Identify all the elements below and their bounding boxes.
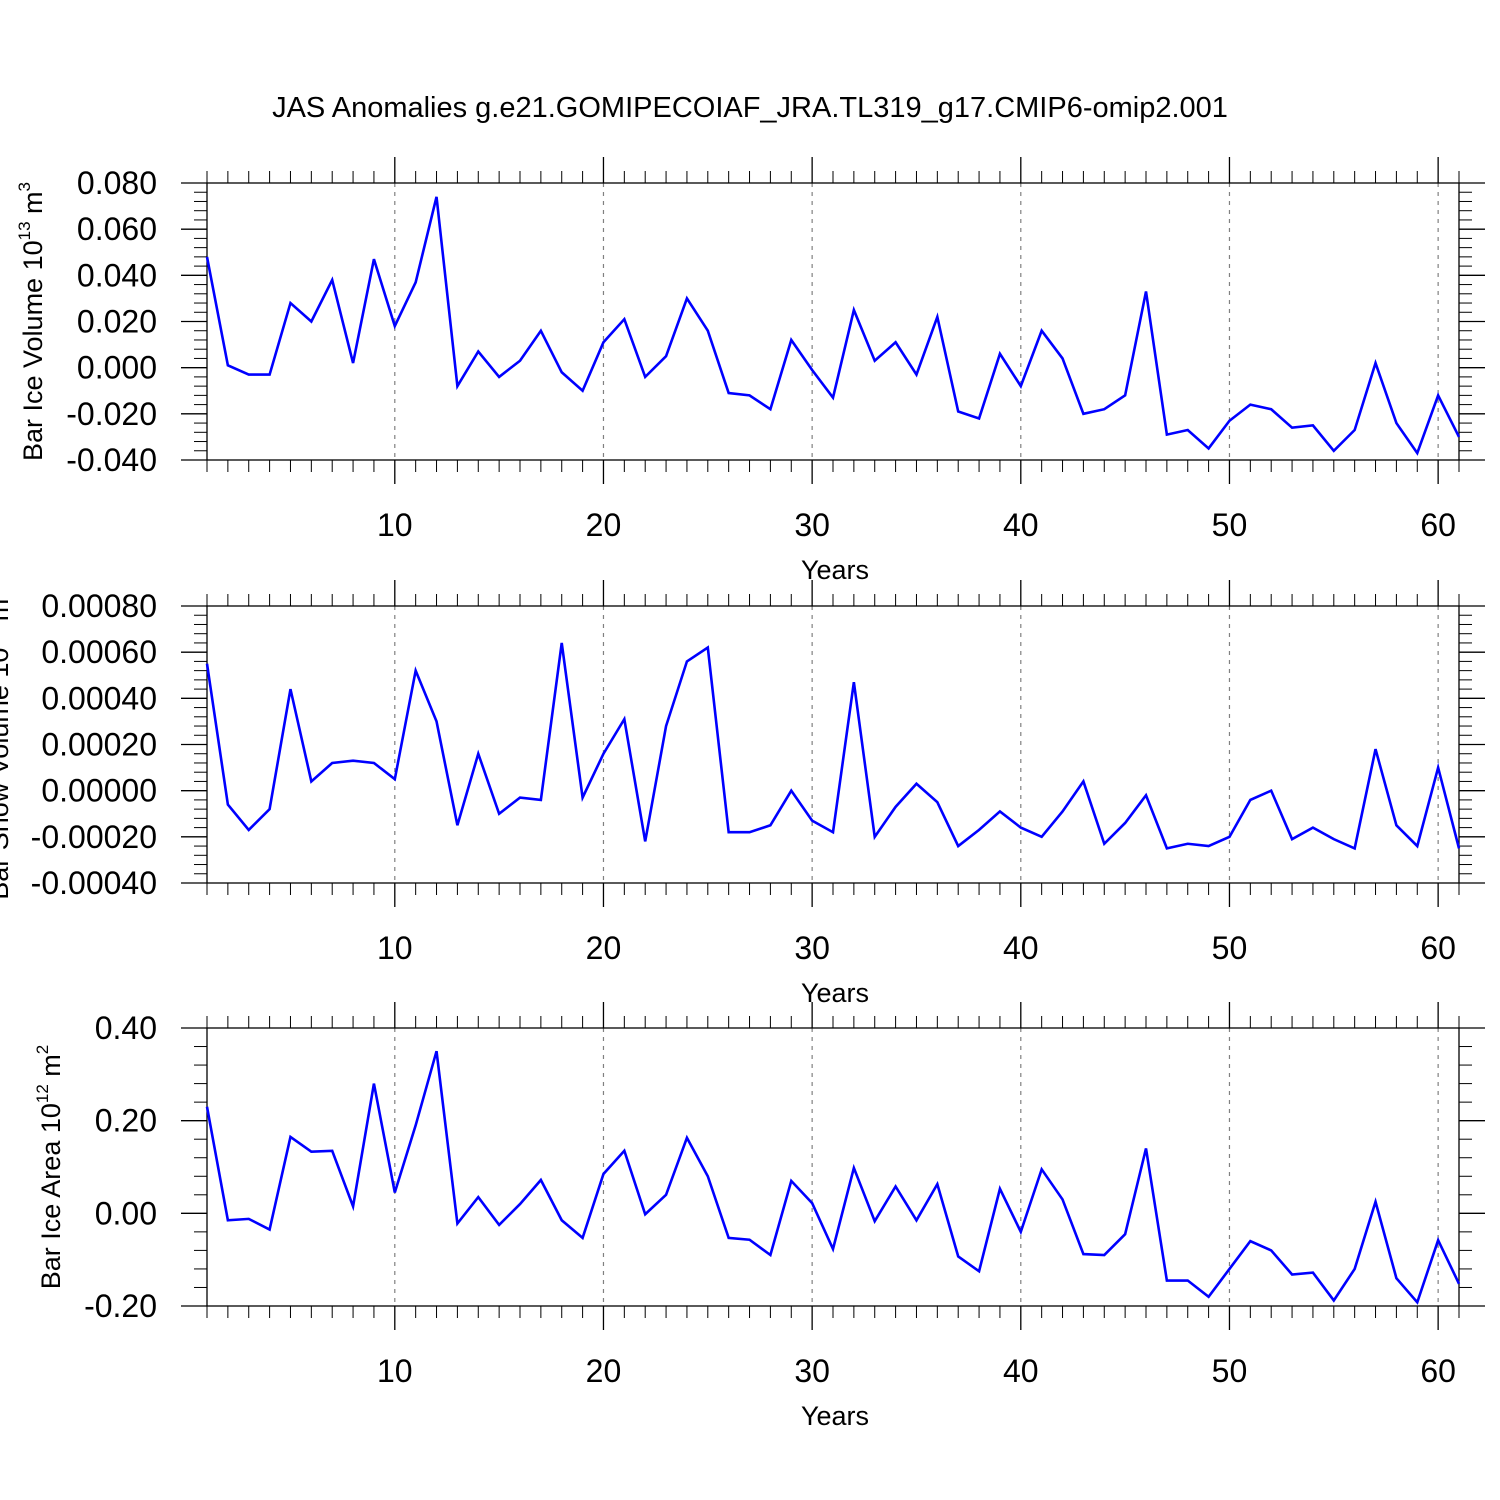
y-tick-label: 0.40 (95, 1010, 157, 1046)
y-tick-label: 0.00060 (41, 634, 157, 670)
y-axis-title-unit-exponent: 3 (15, 182, 34, 191)
y-axis-title-text: Bar Snow Volume 10 (0, 648, 14, 900)
x-tick-label: 60 (1420, 1353, 1456, 1389)
x-tick-label: 40 (1003, 507, 1039, 543)
x-tick-label: 60 (1420, 507, 1456, 543)
y-axis-title: Bar Snow Volume 1013 m3 (0, 589, 14, 900)
x-axis-title: Years (801, 555, 869, 585)
ice-area-panel: 10 20 30 40 50 60 -0.20 0.00 0.20 0.40 Years Bar Ic… (33, 1002, 1485, 1431)
x-tick-label: 60 (1420, 930, 1456, 966)
chart-title: JAS Anomalies g.e21.GOMIPECOIAF_JRA.TL31… (272, 92, 1228, 124)
x-tick-label: 30 (794, 507, 830, 543)
x-tick-label: 20 (586, 930, 622, 966)
y-axis-title-unit-exponent: 2 (33, 1045, 52, 1054)
x-tick-label: 20 (586, 1353, 622, 1389)
y-tick-label: 0.00020 (41, 727, 157, 763)
series-line (205, 642, 1461, 851)
y-tick-label: 0.00080 (41, 588, 157, 624)
x-tick-label: 30 (794, 1353, 830, 1389)
y-axis-title-text: Bar Ice Area 10 (36, 1103, 66, 1289)
y-tick-label: 0.060 (77, 211, 157, 247)
y-tick-label: 0.00 (95, 1195, 157, 1231)
y-tick-label: -0.20 (84, 1288, 157, 1324)
y-tick-label: 0.00040 (41, 680, 157, 716)
y-tick-label: 0.000 (77, 350, 157, 386)
x-tick-label: 40 (1003, 1353, 1039, 1389)
y-tick-label: 0.040 (77, 257, 157, 293)
y-axis-title: Bar Ice Volume 1013 m3 (15, 182, 48, 461)
x-tick-label: 10 (377, 1353, 413, 1389)
x-axis-title: Years (801, 978, 869, 1008)
ice-volume-panel: 10 20 30 40 50 60 -0.040 -0.020 0.000 0.020 0.040 0… (15, 157, 1485, 585)
y-axis-title-unit: m (0, 599, 14, 629)
y-axis-title-unit: m (18, 191, 48, 221)
y-tick-label: -0.00040 (31, 865, 157, 901)
y-tick-label: -0.020 (66, 396, 157, 432)
y-axis-title-unit: m (36, 1054, 66, 1084)
x-tick-label: 10 (377, 930, 413, 966)
series-line (205, 196, 1461, 456)
y-tick-label: 0.20 (95, 1103, 157, 1139)
x-tick-label: 50 (1212, 930, 1248, 966)
x-tick-label: 30 (794, 930, 830, 966)
snow-volume-panel: 10 20 30 40 50 60 -0.00040 -0.00020 0.00000 0.000… (0, 580, 1485, 1008)
series-line (205, 1050, 1461, 1305)
y-tick-label: -0.040 (66, 442, 157, 478)
y-axis-title: Bar Ice Area 1012 m2 (33, 1045, 66, 1290)
x-tick-label: 10 (377, 507, 413, 543)
x-tick-label: 20 (586, 507, 622, 543)
y-axis-title-exponent: 13 (15, 221, 34, 240)
y-tick-label: 0.00000 (41, 773, 157, 809)
y-tick-label: 0.080 (77, 165, 157, 201)
y-tick-label: 0.020 (77, 304, 157, 340)
y-tick-label: -0.00020 (31, 819, 157, 855)
y-axis-title-exponent: 12 (33, 1084, 52, 1103)
x-tick-label: 50 (1212, 1353, 1248, 1389)
x-tick-label: 40 (1003, 930, 1039, 966)
y-axis-title-text: Bar Ice Volume 10 (18, 240, 48, 461)
x-tick-label: 50 (1212, 507, 1248, 543)
x-axis-title: Years (801, 1401, 869, 1431)
